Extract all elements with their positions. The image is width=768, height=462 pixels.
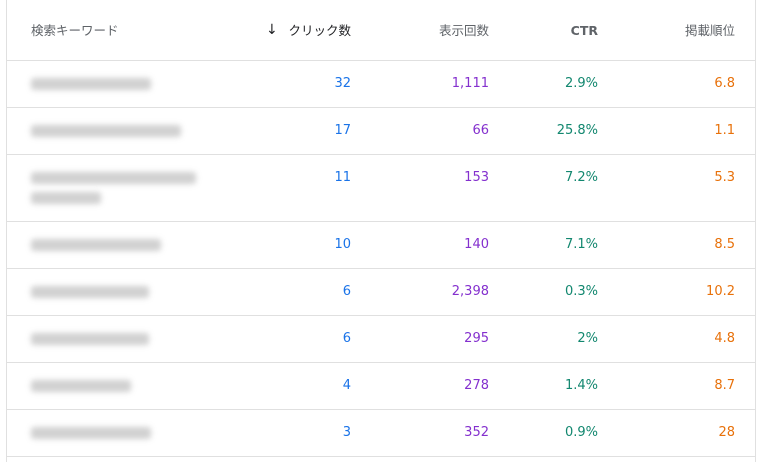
blurred-keyword <box>31 172 196 184</box>
metric-value: 352 <box>464 425 489 440</box>
metric-value: 7.2% <box>564 170 598 185</box>
header-keyword[interactable]: 検索キーワード <box>31 23 119 38</box>
metric-value: 278 <box>464 378 489 393</box>
results-table: 検索キーワード ↓ クリック数 表示回数 CTR 掲載順位 32 1,111 2.9% 6.8 17… <box>6 0 756 462</box>
metric-value: 28 <box>718 425 735 440</box>
metric-value: 1.4% <box>564 378 598 393</box>
blurred-keyword <box>31 333 149 345</box>
blurred-keyword <box>31 192 101 204</box>
header-metric[interactable]: CTR <box>570 23 598 38</box>
metric-value: 295 <box>464 331 489 346</box>
table-row[interactable]: 4 278 1.4% 8.7 <box>7 363 755 410</box>
metric-value: 140 <box>464 237 489 252</box>
metric-value: 0.3% <box>564 284 598 299</box>
metric-value: 6 <box>342 331 351 346</box>
header-metric[interactable]: クリック数 <box>288 23 351 38</box>
metric-value: 25.8% <box>556 123 598 138</box>
metric-value: 6.8 <box>714 76 735 91</box>
table-row[interactable]: 3 352 0.9% 28 <box>7 410 755 457</box>
metric-value: 4 <box>342 378 351 393</box>
metric-value: 11 <box>334 170 351 185</box>
metric-value: 153 <box>464 170 489 185</box>
header-metric[interactable]: 表示回数 <box>438 23 489 38</box>
metric-value: 4.8 <box>714 331 735 346</box>
blurred-keyword <box>31 380 131 392</box>
table-row[interactable]: 10 140 7.1% 8.5 <box>7 222 755 269</box>
metric-value: 6 <box>342 284 351 299</box>
metric-value: 0.9% <box>564 425 598 440</box>
metric-value: 2.9% <box>564 76 598 91</box>
metric-value: 1,111 <box>451 76 489 91</box>
metric-value: 2% <box>577 331 598 346</box>
blurred-keyword <box>31 78 151 90</box>
header-metric[interactable]: 掲載順位 <box>684 23 735 38</box>
table-row[interactable]: 6 295 2% 4.8 <box>7 316 755 363</box>
metric-value: 8.7 <box>714 378 735 393</box>
table-row[interactable]: 11 153 7.2% 5.3 <box>7 155 755 222</box>
metric-value: 17 <box>334 123 351 138</box>
table-row[interactable]: 6 2,398 0.3% 10.2 <box>7 269 755 316</box>
header-row: 検索キーワード ↓ クリック数 表示回数 CTR 掲載順位 <box>7 0 755 61</box>
blurred-keyword <box>31 239 161 251</box>
metric-value: 3 <box>342 425 351 440</box>
metric-value: 66 <box>472 123 489 138</box>
table-row[interactable]: 32 1,111 2.9% 6.8 <box>7 61 755 108</box>
metric-value: 1.1 <box>714 123 735 138</box>
blurred-keyword <box>31 286 149 298</box>
metric-value: 10.2 <box>706 284 735 299</box>
blurred-keyword <box>31 125 181 137</box>
metric-value: 2,398 <box>451 284 489 299</box>
table-row[interactable]: 17 66 25.8% 1.1 <box>7 108 755 155</box>
blurred-keyword <box>31 427 151 439</box>
metric-value: 8.5 <box>714 237 735 252</box>
sort-arrow-icon: ↓ <box>266 22 278 38</box>
metric-value: 7.1% <box>564 237 598 252</box>
metric-value: 32 <box>334 76 351 91</box>
metric-value: 5.3 <box>714 170 735 185</box>
metric-value: 10 <box>334 237 351 252</box>
